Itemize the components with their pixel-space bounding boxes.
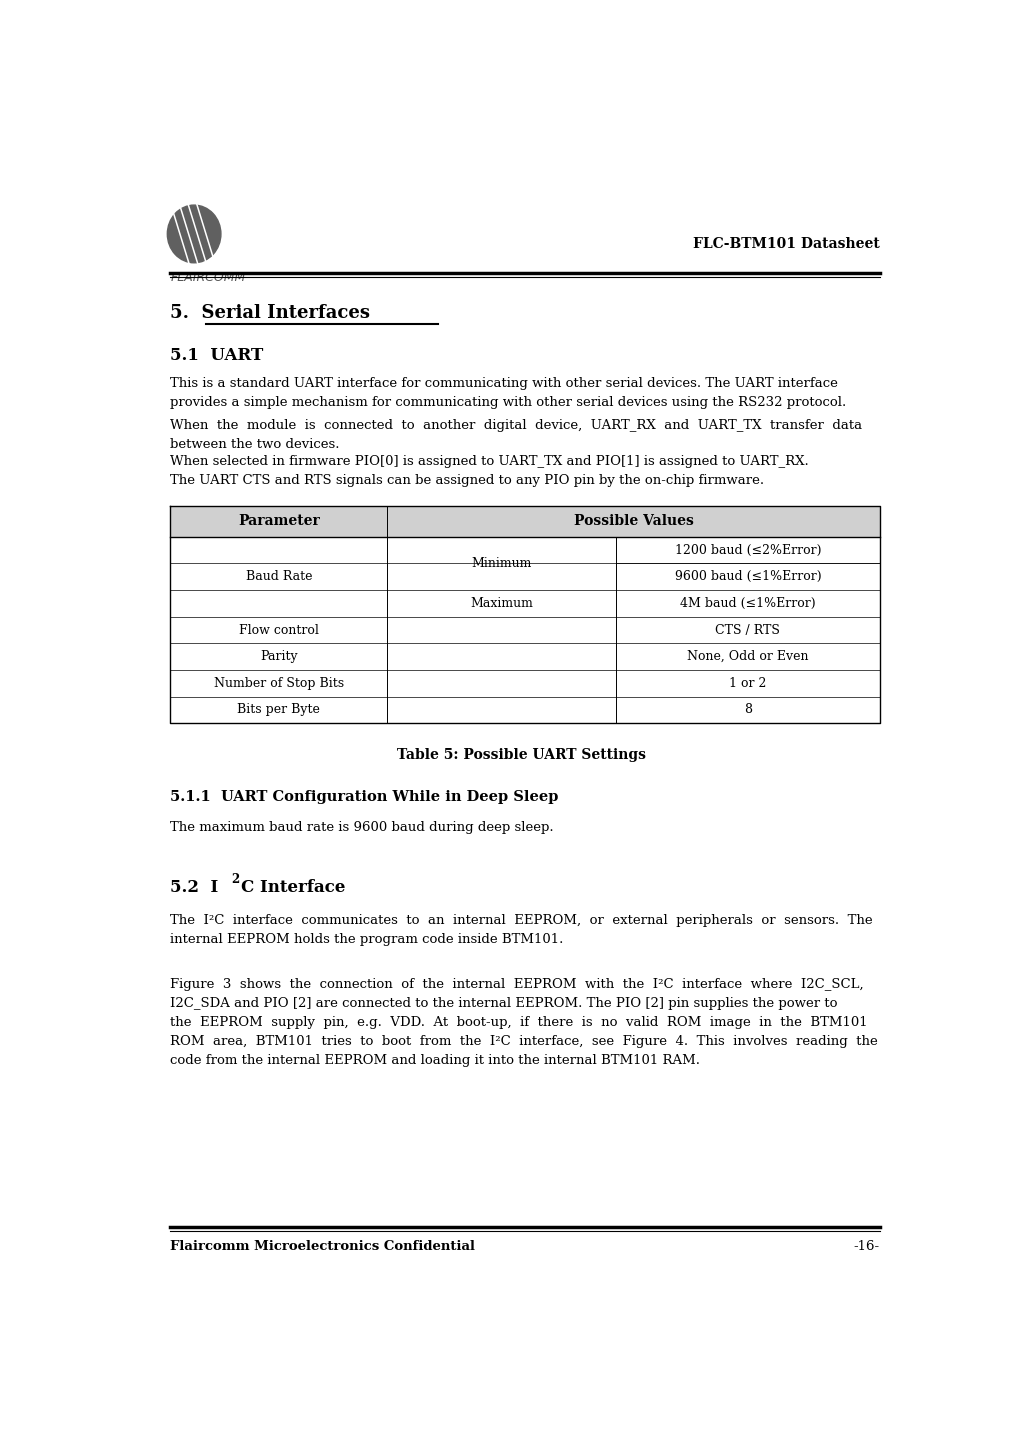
Text: Parameter: Parameter: [238, 514, 319, 529]
Text: Flaircomm Microelectronics Confidential: Flaircomm Microelectronics Confidential: [171, 1241, 476, 1254]
Text: The maximum baud rate is 9600 baud during deep sleep.: The maximum baud rate is 9600 baud durin…: [171, 821, 554, 834]
Text: Number of Stop Bits: Number of Stop Bits: [214, 677, 344, 690]
FancyBboxPatch shape: [171, 537, 880, 723]
Text: 5.  Serial Interfaces: 5. Serial Interfaces: [171, 304, 370, 321]
Text: Flow control: Flow control: [239, 624, 318, 637]
Text: 4M baud (≤1%Error): 4M baud (≤1%Error): [680, 597, 816, 610]
Ellipse shape: [168, 205, 221, 262]
Text: 5.1  UART: 5.1 UART: [171, 347, 263, 365]
Text: Baud Rate: Baud Rate: [245, 571, 312, 584]
Text: When  the  module  is  connected  to  another  digital  device,  UART_RX  and  U: When the module is connected to another …: [171, 419, 862, 451]
FancyBboxPatch shape: [171, 506, 880, 537]
Text: Maximum: Maximum: [470, 597, 533, 610]
Text: 5.2  I: 5.2 I: [171, 879, 219, 896]
Text: 2: 2: [231, 873, 239, 886]
Text: Minimum: Minimum: [471, 558, 532, 571]
Text: Possible Values: Possible Values: [574, 514, 694, 529]
Text: FLC-BTM101 Datasheet: FLC-BTM101 Datasheet: [693, 236, 880, 251]
Text: 1200 baud (≤2%Error): 1200 baud (≤2%Error): [674, 543, 821, 556]
Text: 9600 baud (≤1%Error): 9600 baud (≤1%Error): [674, 571, 821, 584]
Text: FLAIRCOMM: FLAIRCOMM: [171, 271, 246, 284]
Text: C Interface: C Interface: [241, 879, 345, 896]
Text: None, Odd or Even: None, Odd or Even: [687, 650, 809, 663]
Text: Table 5: Possible UART Settings: Table 5: Possible UART Settings: [397, 748, 646, 762]
Text: -16-: -16-: [853, 1241, 880, 1254]
Text: 8: 8: [743, 703, 752, 716]
Text: CTS / RTS: CTS / RTS: [715, 624, 780, 637]
Text: 5.1.1  UART Configuration While in Deep Sleep: 5.1.1 UART Configuration While in Deep S…: [171, 790, 559, 804]
Text: Bits per Byte: Bits per Byte: [237, 703, 320, 716]
Text: Parity: Parity: [260, 650, 298, 663]
Text: Figure  3  shows  the  connection  of  the  internal  EEPROM  with  the  I²C  in: Figure 3 shows the connection of the int…: [171, 978, 879, 1068]
Text: 1 or 2: 1 or 2: [729, 677, 767, 690]
Text: The  I²C  interface  communicates  to  an  internal  EEPROM,  or  external  peri: The I²C interface communicates to an int…: [171, 914, 874, 947]
Text: When selected in firmware PIO[0] is assigned to UART_TX and PIO[1] is assigned t: When selected in firmware PIO[0] is assi…: [171, 455, 810, 487]
Text: This is a standard UART interface for communicating with other serial devices. T: This is a standard UART interface for co…: [171, 378, 847, 409]
